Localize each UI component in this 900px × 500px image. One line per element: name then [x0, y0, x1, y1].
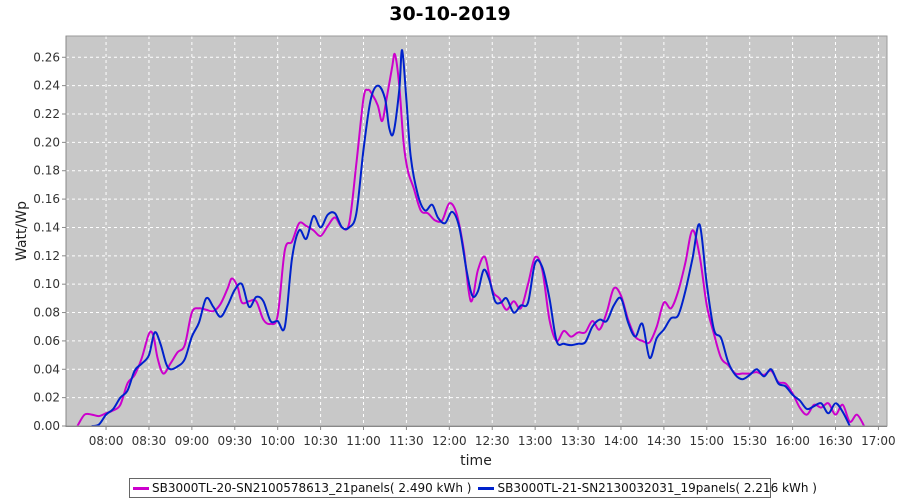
plot-area	[66, 36, 887, 426]
x-axis-ticks: 08:00 08:30 09:00 09:30 10:00 10:30 11:00 11:30…	[89, 426, 896, 448]
grid-lines	[66, 36, 887, 426]
legend-item-1: SB3000TL-20-SN2100578613_21panels( 2.490…	[133, 481, 471, 495]
x-tick-label: 14:00	[604, 434, 639, 448]
y-tick-label: 0.06	[33, 334, 60, 348]
y-tick-label: 0.18	[33, 164, 60, 178]
legend-swatch-2	[478, 486, 495, 490]
x-tick-label: 13:00	[518, 434, 553, 448]
legend-swatch-1	[133, 486, 149, 490]
y-tick-label: 0.20	[33, 135, 60, 149]
legend-item-2: SB3000TL-21-SN2130032031_19panels( 2.216…	[478, 481, 817, 495]
y-axis-ticks: 0.00 0.02 0.04 0.06 0.08 0.10 0.12 0.14 0.16 0.18…	[33, 50, 66, 433]
legend-label-1: SB3000TL-20-SN2100578613_21panels( 2.490…	[152, 481, 472, 495]
chart-title: 30-10-2019	[389, 3, 511, 25]
x-tick-label: 12:30	[475, 434, 510, 448]
y-tick-label: 0.10	[33, 277, 60, 291]
x-tick-label: 09:30	[217, 434, 252, 448]
x-tick-label: 16:00	[775, 434, 810, 448]
x-tick-label: 09:00	[175, 434, 210, 448]
x-axis-label: time	[460, 453, 492, 469]
x-tick-label: 12:00	[432, 434, 467, 448]
legend: SB3000TL-20-SN2100578613_21panels( 2.490…	[129, 478, 817, 498]
y-tick-label: 0.16	[33, 192, 60, 206]
x-tick-label: 17:00	[861, 434, 896, 448]
x-tick-label: 10:00	[260, 434, 295, 448]
y-tick-label: 0.26	[33, 50, 60, 64]
y-tick-label: 0.08	[33, 306, 60, 320]
legend-label-2: SB3000TL-21-SN2130032031_19panels( 2.216…	[497, 481, 817, 495]
x-tick-label: 15:00	[689, 434, 724, 448]
y-tick-label: 0.24	[33, 79, 60, 93]
x-tick-label: 16:30	[818, 434, 853, 448]
x-tick-label: 14:30	[647, 434, 682, 448]
y-tick-label: 0.12	[33, 249, 60, 263]
y-tick-label: 0.14	[33, 220, 60, 234]
series-lines	[76, 49, 865, 427]
y-tick-label: 0.02	[33, 391, 60, 405]
x-tick-label: 08:30	[132, 434, 167, 448]
series-line-2	[91, 49, 851, 427]
x-tick-label: 13:30	[561, 434, 596, 448]
y-axis-label: Watt/Wp	[14, 201, 30, 261]
y-tick-label: 0.00	[33, 419, 60, 433]
x-tick-label: 11:30	[389, 434, 424, 448]
x-tick-label: 08:00	[89, 434, 124, 448]
x-tick-label: 10:30	[303, 434, 338, 448]
y-tick-label: 0.04	[33, 362, 60, 376]
y-tick-label: 0.22	[33, 107, 60, 121]
x-tick-label: 11:00	[346, 434, 381, 448]
x-tick-label: 15:30	[732, 434, 767, 448]
series-line-1	[76, 52, 865, 427]
